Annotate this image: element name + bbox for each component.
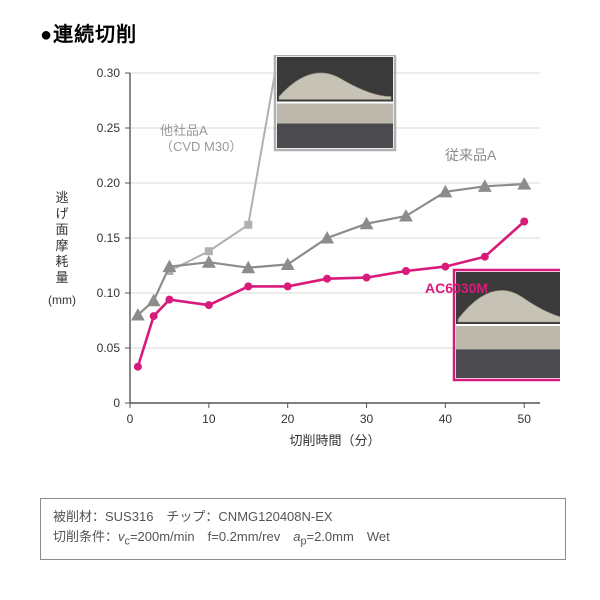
svg-text:0.15: 0.15 (97, 231, 121, 245)
conditions-line2: 切削条件：vc=200m/min f=0.2mm/rev ap=2.0mm We… (53, 527, 553, 550)
svg-text:0.05: 0.05 (97, 341, 121, 355)
svg-text:0.30: 0.30 (97, 66, 121, 80)
svg-text:切削時間（分）: 切削時間（分） (289, 433, 380, 448)
svg-text:（CVD M30）: （CVD M30） (160, 139, 242, 154)
svg-text:逃: 逃 (55, 190, 68, 205)
svg-text:20: 20 (281, 412, 295, 426)
svg-text:量: 量 (55, 270, 68, 285)
section-title: ●連続切削 (40, 18, 137, 47)
svg-text:0: 0 (113, 396, 120, 410)
svg-text:0.20: 0.20 (97, 176, 121, 190)
svg-text:他社品A: 他社品A (160, 123, 208, 138)
svg-text:耗: 耗 (55, 254, 68, 269)
svg-text:従来品A: 従来品A (445, 147, 497, 163)
wear-time-chart: 0 10 20 30 40 50 0 0.05 0.10 0.15 0.20 0.25 0.30 切削時間… (40, 55, 560, 475)
svg-text:摩: 摩 (55, 238, 68, 253)
svg-text:40: 40 (439, 412, 453, 426)
svg-text:AC6030M: AC6030M (425, 280, 488, 296)
svg-text:0.25: 0.25 (97, 121, 121, 135)
svg-text:50: 50 (518, 412, 532, 426)
svg-text:げ: げ (55, 206, 68, 221)
svg-text:30: 30 (360, 412, 374, 426)
conditions-line1: 被削材：SUS316 チップ：CNMG120408N-EX (53, 507, 553, 527)
conditions-box: 被削材：SUS316 チップ：CNMG120408N-EX 切削条件：vc=20… (40, 498, 566, 560)
svg-text:0: 0 (127, 412, 134, 426)
svg-text:(mm): (mm) (48, 293, 76, 307)
svg-text:0.10: 0.10 (97, 286, 121, 300)
svg-text:面: 面 (55, 222, 68, 237)
svg-text:10: 10 (202, 412, 216, 426)
